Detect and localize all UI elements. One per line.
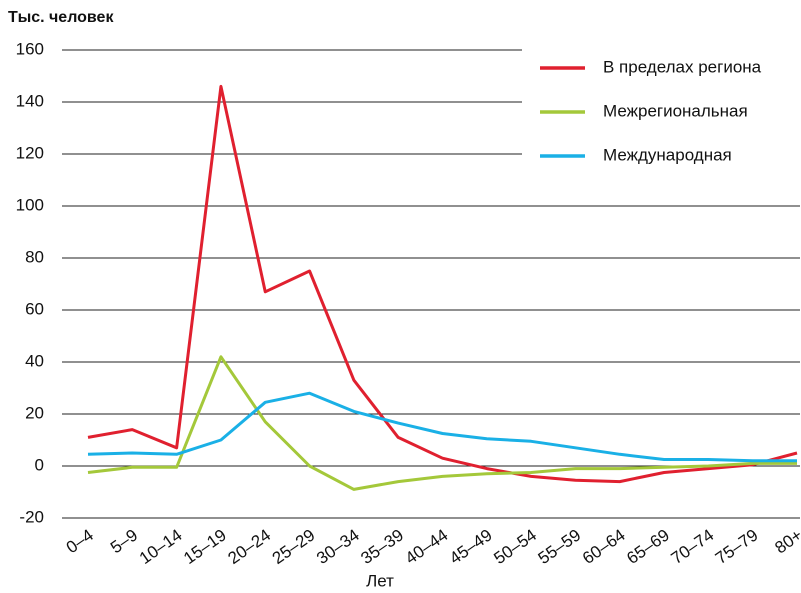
legend-label: Межрегиональная [603,101,748,120]
x-tick-label: 50–54 [490,525,540,568]
x-axis-label: Лет [366,571,394,590]
series-line [87,84,798,484]
x-tick-label: 10–14 [136,525,186,568]
x-tick-label: 25–29 [269,525,319,568]
x-tick-label: 75–79 [712,525,762,568]
y-tick-label: -20 [19,507,44,526]
y-tick-label: 100 [16,195,44,214]
x-tick-label: 55–59 [535,525,585,568]
x-tick-label: 60–64 [579,525,629,568]
y-tick-label: 60 [25,299,44,318]
legend-label: В пределах региона [603,57,762,76]
legend-label: Международная [603,145,732,164]
x-tick-label: 40–44 [402,525,452,568]
x-tick-label: 45–49 [446,525,496,568]
series-line [87,355,797,491]
y-tick-label: 120 [16,143,44,162]
x-tick-label: 15–19 [180,525,230,568]
x-tick-label: 35–39 [357,525,407,568]
series-line [87,391,797,463]
x-tick-label: 20–24 [224,525,274,568]
y-tick-label: 160 [16,39,44,58]
x-tick-label: 70–74 [668,525,718,568]
x-tick-label: 30–34 [313,525,363,568]
x-tick-label: 80+ [771,525,801,557]
y-tick-label: 140 [16,91,44,110]
x-tick-label: 0–4 [63,525,97,557]
x-tick-label: 65–69 [623,525,673,568]
y-tick-label: 80 [25,247,44,266]
y-tick-label: 0 [35,455,44,474]
y-axis-label: Тыс. человек [8,9,114,26]
y-tick-label: 20 [25,403,44,422]
y-tick-label: 40 [25,351,44,370]
